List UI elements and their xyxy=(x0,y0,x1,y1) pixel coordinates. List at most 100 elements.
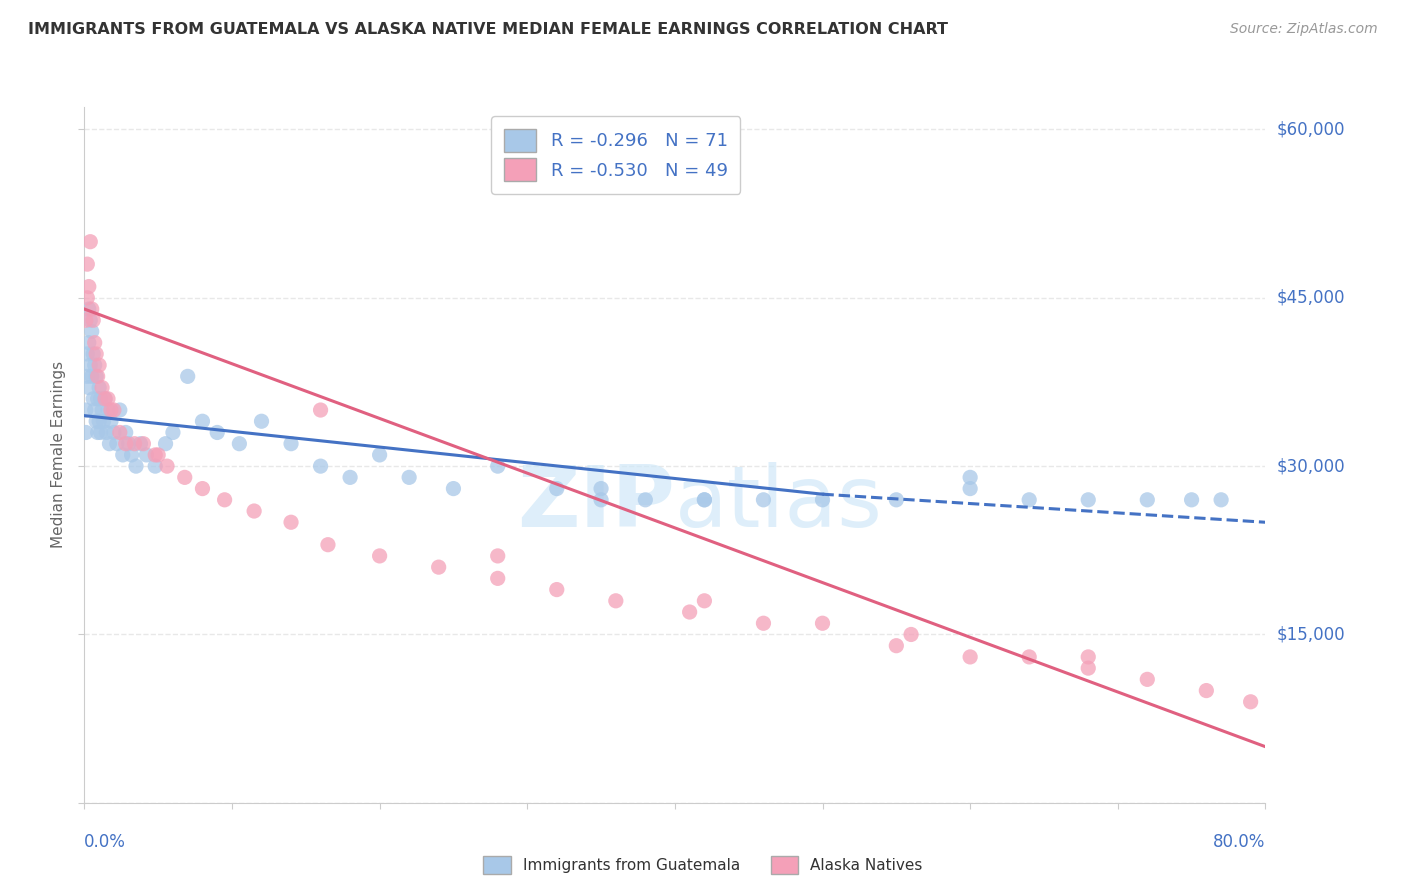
Point xyxy=(591,482,613,496)
Point xyxy=(96,425,118,440)
Point xyxy=(605,594,627,608)
Point xyxy=(280,515,302,529)
Point xyxy=(959,649,981,664)
Point xyxy=(100,414,122,428)
Point xyxy=(76,347,98,361)
Point xyxy=(250,414,273,428)
Point xyxy=(121,448,143,462)
Point xyxy=(97,392,120,406)
Point xyxy=(87,358,111,372)
Point xyxy=(1077,649,1099,664)
Point xyxy=(79,313,101,327)
Point xyxy=(309,459,332,474)
Point xyxy=(368,549,391,563)
Point xyxy=(143,448,166,462)
Point xyxy=(75,313,97,327)
Point xyxy=(228,436,250,450)
Point xyxy=(752,492,775,507)
Point xyxy=(86,425,108,440)
Point xyxy=(84,414,107,428)
Point xyxy=(811,492,834,507)
Point xyxy=(1077,661,1099,675)
Point xyxy=(90,425,112,440)
Point xyxy=(76,257,98,271)
Point xyxy=(76,291,98,305)
Point xyxy=(959,482,981,496)
Point xyxy=(82,347,104,361)
Point xyxy=(811,616,834,631)
Point xyxy=(1209,492,1232,507)
Text: $45,000: $45,000 xyxy=(1277,289,1346,307)
Point xyxy=(886,492,908,507)
Point xyxy=(546,582,568,597)
Point xyxy=(634,492,657,507)
Point xyxy=(243,504,266,518)
Point xyxy=(82,313,104,327)
Text: $15,000: $15,000 xyxy=(1277,625,1346,643)
Point xyxy=(678,605,700,619)
Point xyxy=(86,392,108,406)
Point xyxy=(546,482,568,496)
Point xyxy=(87,414,111,428)
Point xyxy=(80,301,103,316)
Point xyxy=(129,436,152,450)
Point xyxy=(205,425,228,440)
Point xyxy=(80,325,103,339)
Point xyxy=(77,279,100,293)
Point xyxy=(87,381,111,395)
Point xyxy=(82,392,104,406)
Point xyxy=(752,616,775,631)
Point xyxy=(105,436,128,450)
Point xyxy=(80,369,103,384)
Point xyxy=(114,425,136,440)
Text: Source: ZipAtlas.com: Source: ZipAtlas.com xyxy=(1230,22,1378,37)
Point xyxy=(398,470,420,484)
Legend: R = -0.296   N = 71, R = -0.530   N = 49: R = -0.296 N = 71, R = -0.530 N = 49 xyxy=(491,116,741,194)
Point xyxy=(1180,492,1202,507)
Point xyxy=(90,392,112,406)
Point xyxy=(191,414,214,428)
Point xyxy=(173,470,195,484)
Point xyxy=(591,492,613,507)
Point xyxy=(132,436,155,450)
Point xyxy=(148,448,170,462)
Point xyxy=(100,403,122,417)
Point xyxy=(77,301,100,316)
Point xyxy=(86,369,108,384)
Point xyxy=(162,425,184,440)
Point xyxy=(1077,492,1099,507)
Point xyxy=(103,403,125,417)
Text: IMMIGRANTS FROM GUATEMALA VS ALASKA NATIVE MEDIAN FEMALE EARNINGS CORRELATION CH: IMMIGRANTS FROM GUATEMALA VS ALASKA NATI… xyxy=(28,22,948,37)
Point xyxy=(156,459,179,474)
Point xyxy=(486,571,509,585)
Point xyxy=(77,381,100,395)
Point xyxy=(97,403,120,417)
Point xyxy=(486,459,509,474)
Point xyxy=(91,381,114,395)
Point xyxy=(98,436,121,450)
Point xyxy=(94,392,117,406)
Point xyxy=(108,425,131,440)
Point xyxy=(1240,695,1263,709)
Point xyxy=(75,403,97,417)
Point xyxy=(84,347,107,361)
Point xyxy=(155,436,177,450)
Point xyxy=(309,403,332,417)
Point xyxy=(214,492,236,507)
Y-axis label: Median Female Earnings: Median Female Earnings xyxy=(51,361,66,549)
Legend: Immigrants from Guatemala, Alaska Natives: Immigrants from Guatemala, Alaska Native… xyxy=(477,850,929,880)
Point xyxy=(103,425,125,440)
Text: atlas: atlas xyxy=(675,462,883,545)
Point xyxy=(83,335,105,350)
Text: 0.0%: 0.0% xyxy=(84,833,127,851)
Point xyxy=(1195,683,1218,698)
Point xyxy=(441,482,464,496)
Point xyxy=(693,492,716,507)
Point xyxy=(959,470,981,484)
Point xyxy=(486,549,509,563)
Point xyxy=(1136,492,1159,507)
Point xyxy=(177,369,200,384)
Text: ZIP: ZIP xyxy=(517,462,675,545)
Point xyxy=(125,459,148,474)
Point xyxy=(1136,673,1159,687)
